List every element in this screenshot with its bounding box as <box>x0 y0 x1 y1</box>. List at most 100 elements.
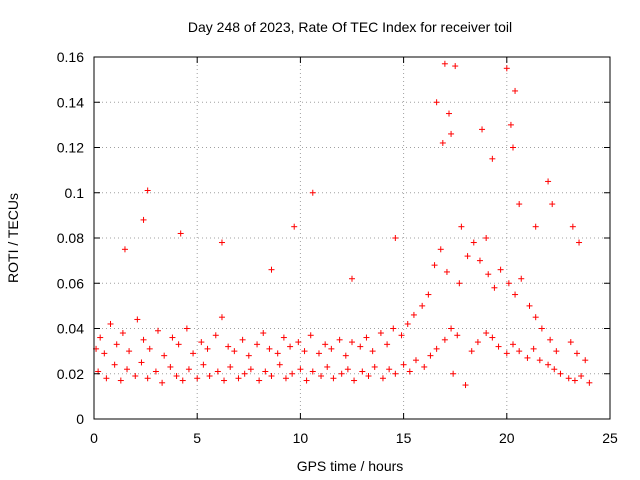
data-point <box>433 345 440 352</box>
data-point <box>476 257 483 264</box>
data-point <box>530 345 537 352</box>
axis-ticks <box>93 56 611 420</box>
data-point <box>268 266 275 273</box>
data-point <box>450 370 457 377</box>
data-point <box>446 110 453 117</box>
data-point <box>235 375 242 382</box>
data-point <box>578 373 585 380</box>
x-tick-label: 0 <box>90 430 98 446</box>
data-point <box>144 187 151 194</box>
data-point <box>200 361 207 368</box>
data-point <box>553 348 560 355</box>
data-point <box>441 336 448 343</box>
data-point <box>239 336 246 343</box>
data-point <box>280 334 287 341</box>
data-point <box>456 280 463 287</box>
data-point <box>468 348 475 355</box>
data-point <box>454 332 461 339</box>
data-point <box>390 325 397 332</box>
data-point <box>532 223 539 230</box>
y-tick-label: 0.08 <box>57 230 84 246</box>
data-point <box>260 330 267 337</box>
data-point <box>586 379 593 386</box>
data-point <box>282 375 289 382</box>
data-point <box>363 334 370 341</box>
data-point <box>485 271 492 278</box>
data-point <box>266 345 273 352</box>
data-point <box>437 246 444 253</box>
x-tick-label: 20 <box>499 430 515 446</box>
data-point <box>573 350 580 357</box>
data-point <box>524 354 531 361</box>
data-point <box>503 350 510 357</box>
data-point <box>551 366 558 373</box>
data-point <box>441 60 448 67</box>
data-point <box>328 345 335 352</box>
data-point <box>470 239 477 246</box>
data-point <box>138 359 145 366</box>
data-point <box>119 330 126 337</box>
data-point <box>489 155 496 162</box>
data-point <box>126 348 133 355</box>
y-tick-label: 0 <box>76 411 84 427</box>
data-point <box>545 361 552 368</box>
data-point <box>322 341 329 348</box>
y-tick-label: 0.16 <box>57 49 84 65</box>
x-tick-label: 10 <box>293 430 309 446</box>
y-tick-label: 0.1 <box>65 185 85 201</box>
data-point <box>140 216 147 223</box>
data-point <box>483 330 490 337</box>
data-point <box>489 334 496 341</box>
data-point <box>369 348 376 355</box>
data-point <box>179 377 186 384</box>
data-point <box>218 239 225 246</box>
data-point <box>198 339 205 346</box>
data-point <box>538 325 545 332</box>
data-point <box>458 223 465 230</box>
data-point <box>518 275 525 282</box>
data-point <box>297 366 304 373</box>
data-point <box>276 361 283 368</box>
data-point <box>479 126 486 133</box>
data-point <box>549 201 556 208</box>
data-point <box>495 343 502 350</box>
data-point <box>287 343 294 350</box>
data-point <box>431 262 438 269</box>
data-point <box>303 377 310 384</box>
data-point <box>101 350 108 357</box>
data-point <box>448 130 455 137</box>
data-point <box>386 366 393 373</box>
data-point <box>371 363 378 370</box>
data-point <box>425 291 432 298</box>
data-point <box>532 314 539 321</box>
data-point <box>103 375 110 382</box>
data-point <box>433 99 440 106</box>
data-point <box>169 334 176 341</box>
data-point <box>357 343 364 350</box>
data-point <box>161 352 168 359</box>
data-point <box>330 375 337 382</box>
data-point <box>212 332 219 339</box>
data-point <box>439 139 446 146</box>
x-tick-label: 25 <box>602 430 618 446</box>
data-point <box>377 330 384 337</box>
y-tick-labels: 0 0.02 0.04 0.06 0.08 0.1 0.12 0.14 0.16 <box>57 49 84 427</box>
data-point <box>309 189 316 196</box>
data-point <box>221 377 228 384</box>
data-point <box>307 332 314 339</box>
y-tick-label: 0.06 <box>57 275 84 291</box>
data-point <box>427 352 434 359</box>
data-point <box>507 121 514 128</box>
data-points <box>93 60 593 389</box>
data-point <box>509 341 516 348</box>
data-point <box>256 377 263 384</box>
data-point <box>324 363 331 370</box>
data-point <box>336 336 343 343</box>
data-point <box>173 373 180 380</box>
data-point <box>152 368 159 375</box>
data-point <box>359 368 366 375</box>
data-point <box>121 246 128 253</box>
data-point <box>185 366 192 373</box>
data-point <box>262 368 269 375</box>
